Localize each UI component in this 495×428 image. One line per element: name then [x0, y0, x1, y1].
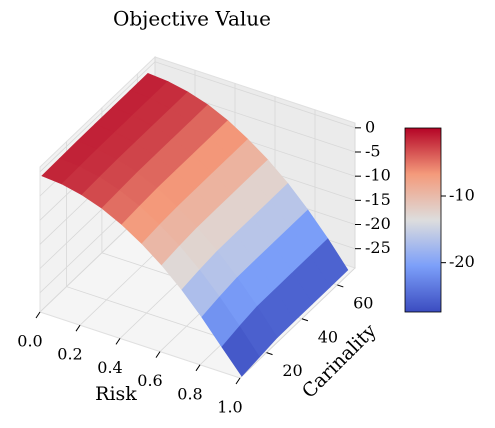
z-tick-label: 0 [365, 117, 375, 136]
colorbar-tick-label: -20 [449, 252, 475, 271]
x-tick [235, 377, 241, 385]
x-tick [75, 324, 81, 332]
x-tick-label: 0.4 [97, 358, 122, 377]
z-tick-label: -10 [365, 166, 391, 185]
x-tick [195, 364, 201, 372]
z-tick-label: -15 [365, 190, 391, 209]
x-tick-label: 0.0 [17, 332, 42, 351]
x-tick [115, 338, 121, 345]
z-tick-label: -20 [365, 214, 391, 233]
grid-line [239, 123, 356, 379]
colorbar-tick-label: -10 [449, 186, 475, 205]
surface-cell [221, 325, 260, 377]
y-tick-label: 40 [318, 327, 338, 346]
x-tick-label: 0.6 [137, 371, 162, 390]
chart-title: Objective Value [113, 7, 271, 31]
y-tick [301, 318, 309, 322]
grid-line [66, 141, 267, 353]
z-tick-label: -25 [365, 238, 391, 257]
x-tick-label: 1.0 [217, 398, 242, 417]
colorbar [404, 127, 442, 313]
y-axis-label: Carinality [298, 320, 381, 403]
x-tick [35, 311, 41, 319]
x-axis-label: Risk [95, 383, 137, 405]
y-tick [337, 284, 344, 288]
z-tick-label: -5 [365, 142, 381, 161]
x-tick-label: 0.8 [177, 384, 202, 403]
x-tick-label: 0.2 [57, 345, 82, 364]
y-tick [266, 352, 273, 356]
x-tick [155, 351, 161, 358]
y-tick-label: 60 [353, 293, 373, 312]
y-tick-label: 20 [282, 361, 302, 380]
grid-line [39, 61, 356, 173]
